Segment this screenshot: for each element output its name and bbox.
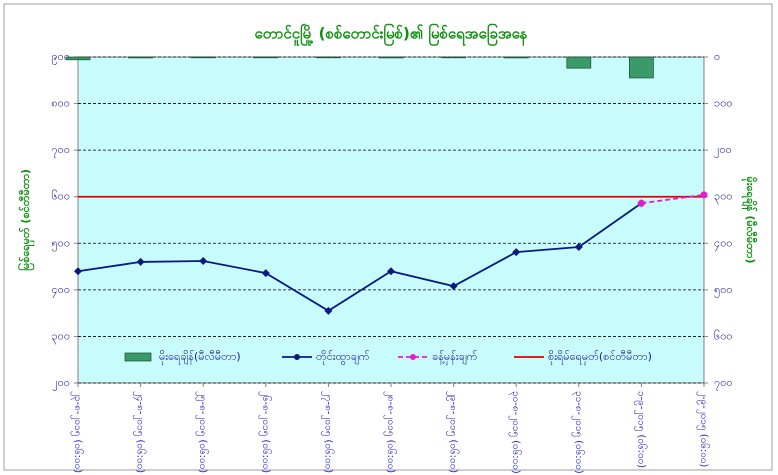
- x-tick-label: ၂၃-၈-၂၀၁၅ (၀၆:၀၀): [70, 391, 85, 473]
- plot-area: [77, 56, 705, 384]
- y-tick-label: ၉၀၀: [51, 50, 70, 65]
- legend-label: ခန့်မှန်းချက်: [432, 350, 478, 365]
- y2-tick-label: ၁၀၀: [714, 97, 733, 110]
- y-tick-label: ၄၀၀: [51, 283, 70, 298]
- legend-label: မိုးရေချိန်(မီလီမီတာ): [159, 350, 241, 365]
- rain-bar: [566, 56, 592, 69]
- line-series: [77, 202, 642, 312]
- rain-bar: [190, 56, 216, 59]
- point: [387, 267, 395, 276]
- y2-axis-label: မိုးရေချိန် (မီလီမီတာ): [741, 177, 758, 264]
- legend-label: စိုးရိမ်ရေမှတ်(စင်တီမီတာ): [548, 350, 652, 365]
- y-tick-label: ၇၀၀: [51, 143, 70, 158]
- x-tick-label: ၂၄-၈-၂၀၁၅ (၀၆:၀၀): [133, 391, 148, 473]
- y2-tick-label: ၆၀၀: [714, 329, 733, 342]
- rain-bar: [128, 56, 153, 59]
- y2-tick-label: ၃၀၀: [714, 190, 733, 205]
- y-tick-label: ၆၀၀: [51, 190, 70, 203]
- x-tick-label: ၃၁-၈-၂၀၁၅ (၀၆:၀၀): [571, 391, 586, 474]
- y-tick-label: ၈၀၀: [51, 97, 70, 110]
- y2-tick-label: ၂၀၀: [714, 143, 732, 158]
- point: [136, 257, 145, 266]
- rain-bar: [316, 56, 341, 59]
- rain-bar: [441, 56, 466, 59]
- legend-label: တိုင်းထွာချက်: [316, 350, 370, 365]
- y-tick-label: ၅၀၀: [51, 236, 70, 251]
- x-tick-label: ၂၉-၈-၂၀၁၅ (၀၆:၀၀): [446, 391, 461, 473]
- rain-bar: [65, 56, 91, 61]
- point: [700, 191, 708, 199]
- rain-bar: [503, 56, 529, 59]
- x-tick-label: ၂၆-၈-၂၀၁၅ (၀၆:၀၀): [258, 391, 273, 473]
- point: [574, 243, 583, 252]
- rain-bar: [253, 56, 279, 59]
- x-tick-label: ၃၀-၈-၂၀၁၅ (၀၆:၀၀): [508, 391, 523, 474]
- y2-tick-label: ၀: [714, 50, 720, 63]
- x-tick-label: ၁-၉-၂၀၁၅ (၀၆:၀၀): [633, 391, 648, 468]
- point: [74, 267, 82, 276]
- point: [324, 306, 333, 315]
- y2-tick-label: ၅၀၀: [714, 283, 733, 298]
- point: [199, 256, 208, 265]
- point: [261, 269, 270, 278]
- point: [449, 282, 458, 291]
- y-tick-label: ၃၀၀: [51, 329, 70, 344]
- rain-bar: [629, 56, 654, 79]
- y-tick-label: ၂၀၀: [52, 376, 70, 391]
- legend-swatch: [124, 352, 152, 362]
- x-tick-label: ၂-၉-၂၀၁၅ (၀၆:၀၀): [696, 391, 711, 467]
- point: [512, 248, 521, 257]
- y2-tick-label: ၄၀၀: [714, 236, 733, 251]
- rain-bar: [378, 56, 404, 59]
- x-tick-label: ၂၇-၈-၂၀၁၅ (၀၆:၀၀): [320, 391, 335, 473]
- y-axis-label: မြစ်ရေမှတ် (စင်တီမီတာ): [17, 169, 35, 271]
- x-tick-label: ၂၅-၈-၂၀၁၅ (၀၆:၀၀): [195, 391, 210, 473]
- point: [637, 199, 645, 207]
- legend-marker: [294, 354, 300, 360]
- x-tick-label: ၂၈-၈-၂၀၁၅ (၀၆:၀၀): [383, 391, 398, 473]
- line-series: [641, 193, 705, 205]
- legend-marker: [410, 354, 416, 360]
- y2-tick-label: ၇၀၀: [714, 376, 733, 391]
